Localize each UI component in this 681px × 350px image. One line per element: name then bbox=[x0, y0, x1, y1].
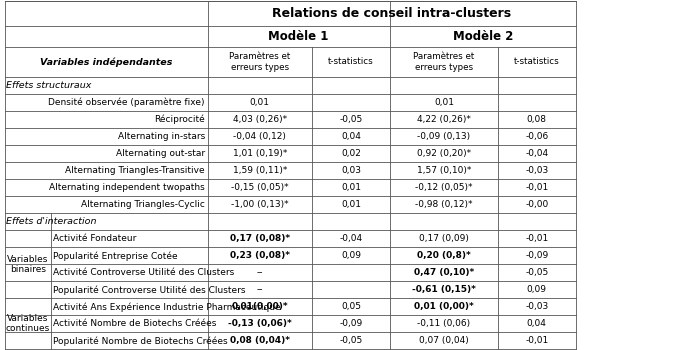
Text: -0,05: -0,05 bbox=[339, 336, 363, 345]
Text: 0,09: 0,09 bbox=[527, 285, 547, 294]
Text: Relations de conseil intra-clusters: Relations de conseil intra-clusters bbox=[272, 7, 511, 20]
Text: Activité Controverse Utilité des Clusters: Activité Controverse Utilité des Cluster… bbox=[53, 268, 234, 277]
Text: -0,06: -0,06 bbox=[525, 132, 548, 141]
Text: -0,03: -0,03 bbox=[525, 302, 548, 311]
Text: 0,08 (0,04)*: 0,08 (0,04)* bbox=[230, 336, 290, 345]
Text: 0,01: 0,01 bbox=[250, 98, 270, 107]
Text: 1,59 (0,11)*: 1,59 (0,11)* bbox=[233, 166, 287, 175]
Text: 0,01 (0,00)*: 0,01 (0,00)* bbox=[414, 302, 474, 311]
Text: -0,13 (0,06)*: -0,13 (0,06)* bbox=[228, 319, 291, 328]
Text: 0,08: 0,08 bbox=[527, 115, 547, 124]
Text: Paramètres et
erreurs types: Paramètres et erreurs types bbox=[229, 52, 291, 72]
Text: 0,04: 0,04 bbox=[527, 319, 547, 328]
Text: Popularité Entreprise Cotée: Popularité Entreprise Cotée bbox=[53, 251, 178, 260]
Text: 0,07 (0,04): 0,07 (0,04) bbox=[419, 336, 469, 345]
Text: Alternating Triangles-Transitive: Alternating Triangles-Transitive bbox=[65, 166, 205, 175]
Text: Activité Nombre de Biotechs Créées: Activité Nombre de Biotechs Créées bbox=[53, 319, 216, 328]
Text: 4,22 (0,26)*: 4,22 (0,26)* bbox=[417, 115, 471, 124]
Text: -0,61 (0,15)*: -0,61 (0,15)* bbox=[412, 285, 476, 294]
Text: 0,03: 0,03 bbox=[341, 166, 361, 175]
Text: Paramètres et
erreurs types: Paramètres et erreurs types bbox=[413, 52, 475, 72]
Text: -0,12 (0,05)*: -0,12 (0,05)* bbox=[415, 183, 473, 192]
Text: t-statistics: t-statistics bbox=[328, 57, 374, 66]
Text: 1,57 (0,10)*: 1,57 (0,10)* bbox=[417, 166, 471, 175]
Text: Variables
continues: Variables continues bbox=[5, 314, 50, 334]
Text: 0,02: 0,02 bbox=[341, 149, 361, 158]
Text: 0,09: 0,09 bbox=[341, 251, 361, 260]
Text: -0,05: -0,05 bbox=[525, 268, 548, 277]
Text: 4,03 (0,26)*: 4,03 (0,26)* bbox=[233, 115, 287, 124]
Text: 0,01: 0,01 bbox=[341, 200, 361, 209]
Text: 0,23 (0,08)*: 0,23 (0,08)* bbox=[230, 251, 290, 260]
Text: -0,04: -0,04 bbox=[339, 234, 362, 243]
Text: 0,20 (0,8)*: 0,20 (0,8)* bbox=[417, 251, 471, 260]
Text: --: -- bbox=[257, 285, 263, 294]
Text: -0,09 (0,13): -0,09 (0,13) bbox=[417, 132, 471, 141]
Text: Modèle 1: Modèle 1 bbox=[268, 30, 329, 43]
Text: 0,01(0,00)*: 0,01(0,00)* bbox=[232, 302, 288, 311]
Text: 0,05: 0,05 bbox=[341, 302, 361, 311]
Text: -0,15 (0,05)*: -0,15 (0,05)* bbox=[231, 183, 289, 192]
Text: -0,00: -0,00 bbox=[525, 200, 548, 209]
Text: -1,00 (0,13)*: -1,00 (0,13)* bbox=[231, 200, 289, 209]
Text: Alternating independent twopaths: Alternating independent twopaths bbox=[49, 183, 205, 192]
Text: Effets d'interaction: Effets d'interaction bbox=[6, 217, 97, 226]
Text: 0,17 (0,08)*: 0,17 (0,08)* bbox=[229, 234, 290, 243]
Text: 0,01: 0,01 bbox=[434, 98, 454, 107]
Text: Modèle 2: Modèle 2 bbox=[453, 30, 513, 43]
Text: -0,11 (0,06): -0,11 (0,06) bbox=[417, 319, 471, 328]
Text: 0,01: 0,01 bbox=[341, 183, 361, 192]
Text: Effets structuraux: Effets structuraux bbox=[6, 81, 92, 90]
Text: Alternating Triangles-Cyclic: Alternating Triangles-Cyclic bbox=[81, 200, 205, 209]
Text: 0,17 (0,09): 0,17 (0,09) bbox=[419, 234, 469, 243]
Text: Variables indépendantes: Variables indépendantes bbox=[40, 57, 172, 66]
Text: -0,03: -0,03 bbox=[525, 166, 548, 175]
Text: -0,04: -0,04 bbox=[525, 149, 548, 158]
Text: 0,92 (0,20)*: 0,92 (0,20)* bbox=[417, 149, 471, 158]
Text: Popularité Controverse Utilité des Clusters: Popularité Controverse Utilité des Clust… bbox=[53, 285, 245, 295]
Text: Variables
binaires: Variables binaires bbox=[7, 254, 48, 274]
Text: -0,09: -0,09 bbox=[339, 319, 363, 328]
Text: 0,47 (0,10)*: 0,47 (0,10)* bbox=[414, 268, 474, 277]
Text: -0,09: -0,09 bbox=[525, 251, 548, 260]
Text: -0,01: -0,01 bbox=[525, 336, 548, 345]
Text: -0,04 (0,12): -0,04 (0,12) bbox=[234, 132, 286, 141]
Text: 1,01 (0,19)*: 1,01 (0,19)* bbox=[233, 149, 287, 158]
Text: -0,01: -0,01 bbox=[525, 234, 548, 243]
Text: -0,05: -0,05 bbox=[339, 115, 363, 124]
Text: Alternating in-stars: Alternating in-stars bbox=[118, 132, 205, 141]
Text: 0,04: 0,04 bbox=[341, 132, 361, 141]
Text: t-statistics: t-statistics bbox=[514, 57, 560, 66]
Text: -0,01: -0,01 bbox=[525, 183, 548, 192]
Text: --: -- bbox=[257, 268, 263, 277]
Text: -0,98 (0,12)*: -0,98 (0,12)* bbox=[415, 200, 473, 209]
Text: Alternating out-star: Alternating out-star bbox=[116, 149, 205, 158]
Text: Activité Ans Expérience Industrie Pharmaceutique: Activité Ans Expérience Industrie Pharma… bbox=[53, 302, 281, 312]
Text: Popularité Nombre de Biotechs Créées: Popularité Nombre de Biotechs Créées bbox=[53, 336, 227, 345]
Text: Activité Fondateur: Activité Fondateur bbox=[53, 234, 136, 243]
Text: Réciprocité: Réciprocité bbox=[154, 115, 205, 125]
Text: Densité observée (paramètre fixe): Densité observée (paramètre fixe) bbox=[48, 98, 205, 107]
